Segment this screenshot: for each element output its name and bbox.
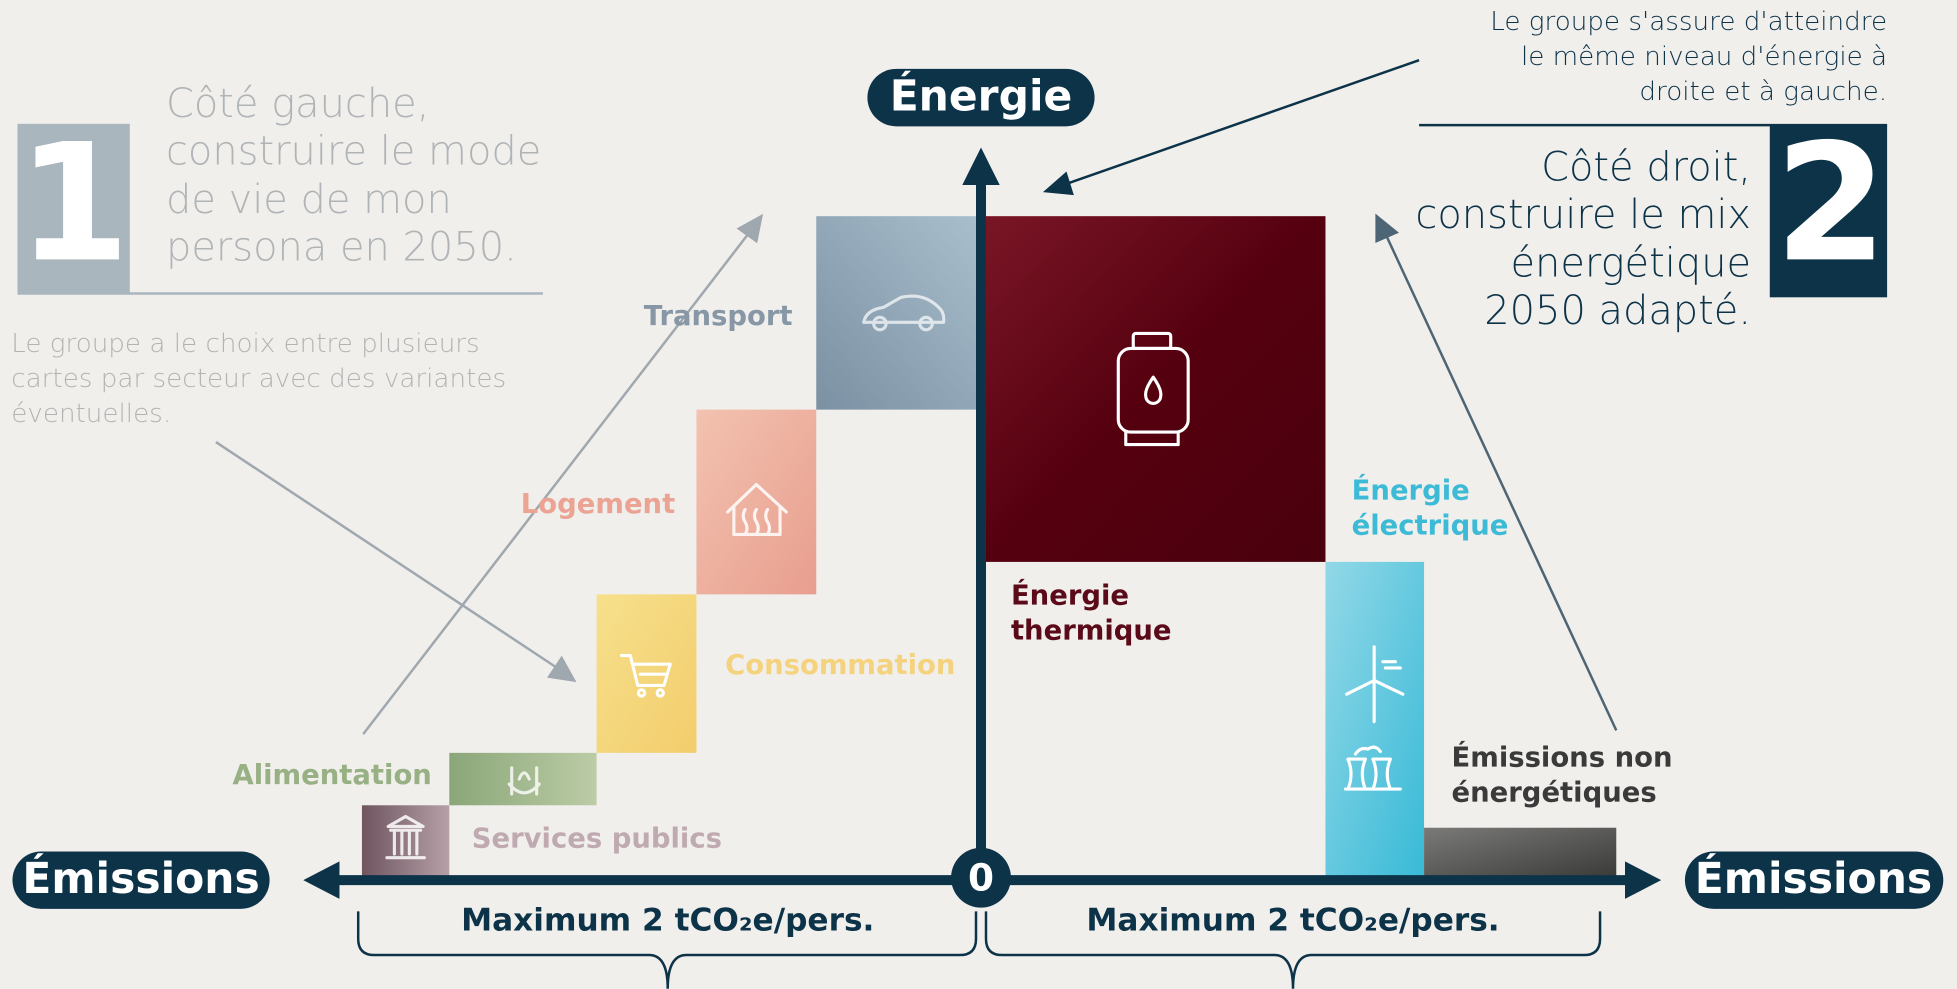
pointer-arrows-left [215,213,764,735]
origin-badge [951,847,1011,908]
energy-label: Énergie [1011,579,1129,611]
arrow [362,229,753,735]
right-title: Côté droit, [1541,144,1751,190]
arrowhead [1042,171,1074,196]
arrowhead [736,213,764,244]
pointer-arrow-right [1375,213,1618,731]
emissions-pill [1684,851,1944,909]
left-note: cartes par secteur avec des variantes [11,364,506,394]
block-alimentation [449,752,597,806]
icon-house [726,482,788,536]
axis-arrow [303,861,340,899]
block-transport [816,216,981,410]
left-title: Côté gauche, [166,81,429,127]
axis-arrow [962,147,1000,185]
energy-label: thermique [1011,615,1172,646]
right-title: 2050 adapté. [1484,288,1751,334]
emissions-axis-label: Émissions [22,853,259,904]
left-note: Le groupe a le choix entre plusieurs [11,329,480,359]
arrow [1384,233,1618,731]
icon-food [507,766,541,796]
block-emissions-non-energetiques [1424,827,1617,878]
step-number: 2 [1774,109,1887,298]
right-note: le même niveau d'énergie à [1521,42,1887,72]
right-title: énergétique [1510,241,1751,287]
icon-cart [619,653,672,698]
sector-label: Alimentation [233,760,432,791]
energy-axis-label: Énergie [890,70,1073,121]
energy-label: énergétiques [1452,778,1657,809]
left-title: construire le mode [166,128,541,174]
emissions-axis-label: Émissions [1695,853,1932,904]
sector-label: Services publics [472,824,722,855]
right-note: droite et à gauche. [1639,77,1887,107]
icon-car [862,294,946,332]
step-badge [17,123,130,294]
energy-label: Énergie [1352,475,1470,507]
emissions-pill [12,851,270,909]
bracket-label: Maximum 2 tCO₂e/pers. [1086,902,1499,938]
left-note: éventuelles. [11,399,171,429]
block-energie-thermique [985,216,1326,562]
sector-label: Logement [521,489,675,520]
step-number: 1 [17,109,130,298]
arrowhead [547,655,577,683]
step-badge [1769,125,1888,298]
axis-arrow [1625,861,1662,899]
energy-label: électrique [1352,510,1509,541]
energy-label: Émissions non [1452,742,1673,774]
right-note: Le groupe s'assure d'atteindre [1490,7,1887,37]
energy-pill [867,68,1095,127]
icon-wind [1345,645,1405,724]
icon-building [385,814,426,860]
arrow [215,441,560,671]
sector-label: Consommation [725,650,955,681]
left-title: de vie de mon [166,177,452,223]
left-title: persona en 2050. [166,224,517,270]
block-logement [696,409,817,595]
origin-label: 0 [968,856,994,900]
arrow [1062,58,1420,187]
bracket-label: Maximum 2 tCO₂e/pers. [461,902,874,938]
sector-label: Transport [644,301,793,332]
pointer-arrow-top [1042,58,1420,196]
right-title: construire le mix [1415,192,1751,238]
arrowhead [1375,213,1399,244]
icon-gas-bottle [1116,331,1190,447]
icon-plant [1343,745,1402,791]
